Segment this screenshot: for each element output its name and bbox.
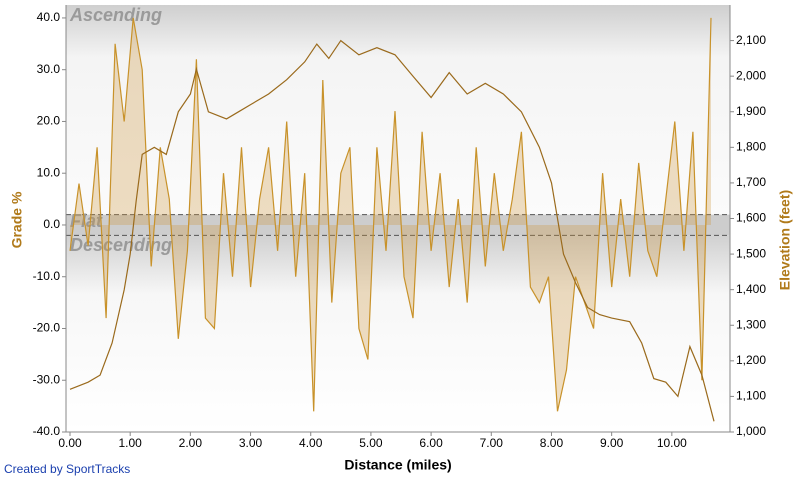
plot-area [69, 17, 715, 422]
x-tick-label: 1.00 [119, 436, 143, 450]
y2-tick-label: 1,100 [736, 389, 766, 403]
y-tick-label: 30.0 [37, 62, 61, 76]
y-tick-label: 0.0 [43, 217, 60, 231]
y2-tick-label: 1,400 [736, 282, 766, 296]
y-tick-label: 20.0 [37, 114, 61, 128]
y-tick-label: -10.0 [33, 269, 61, 283]
x-tick-label: 7.00 [480, 436, 504, 450]
ascending-zone [66, 5, 730, 215]
zone-label: Flat [70, 211, 103, 231]
y2-tick-label: 1,000 [736, 424, 766, 438]
y2-tick-label: 1,800 [736, 140, 766, 154]
y-tick-label: -20.0 [33, 321, 61, 335]
x-tick-label: 3.00 [239, 436, 263, 450]
zone-label: Ascending [69, 5, 162, 25]
y2-tick-label: 1,700 [736, 175, 766, 189]
y-tick-label: 40.0 [37, 10, 61, 24]
elevation-line [69, 39, 715, 422]
x-axis-label: Distance (miles) [344, 457, 451, 473]
y-axis-label: Grade % [9, 191, 25, 248]
descending-zone [66, 235, 730, 432]
plot-background: Ascending Flat Descending [66, 5, 730, 432]
grade-area [70, 17, 711, 412]
y2-tick-label: 1,300 [736, 317, 766, 331]
grade-line [69, 17, 712, 412]
x-tick-label: 8.00 [540, 436, 564, 450]
y2-tick-label: 1,500 [736, 246, 766, 260]
credit: Created by SportTracks [4, 462, 130, 476]
x-tick-label: 5.00 [359, 436, 383, 450]
y-tick-label: -40.0 [33, 424, 61, 438]
x-tick-label: 0.00 [58, 436, 82, 450]
x-tick-label: 6.00 [419, 436, 443, 450]
y2-axis-label: Elevation (feet) [777, 190, 793, 290]
y2-tick-label: 1,200 [736, 353, 766, 367]
y2-tick-label: 1,600 [736, 211, 766, 225]
y2-tick-label: 2,000 [736, 68, 766, 82]
x-tick-label: 9.00 [600, 436, 624, 450]
x-tick-label: 4.00 [299, 436, 323, 450]
y2-tick-label: 2,100 [736, 33, 766, 47]
y-tick-label: -30.0 [33, 372, 61, 386]
x-tick-label: 10.00 [657, 436, 687, 450]
flat-zone [66, 214, 730, 236]
y-tick-label: 10.0 [37, 165, 61, 179]
x-tick-label: 2.00 [179, 436, 203, 450]
zone-label: Descending [70, 235, 172, 255]
y2-tick-label: 1,900 [736, 104, 766, 118]
